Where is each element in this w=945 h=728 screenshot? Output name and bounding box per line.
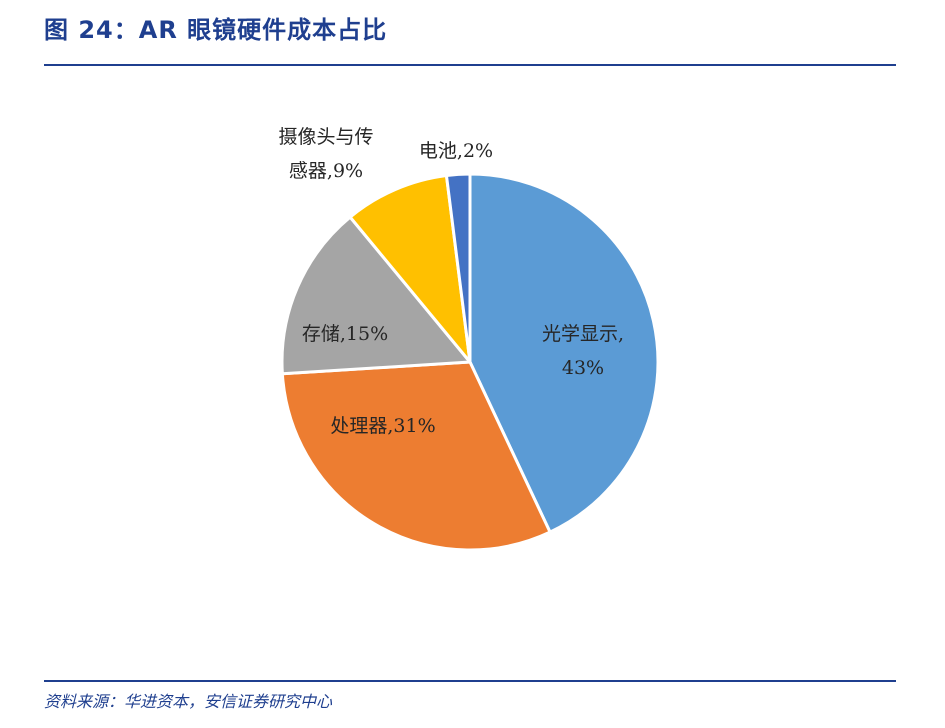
source-divider xyxy=(44,680,896,682)
pie-slice-2 xyxy=(280,360,552,552)
slice-label-3: 存储,15% xyxy=(302,323,388,345)
pie-slice-3 xyxy=(280,215,472,376)
title-divider xyxy=(44,64,896,66)
pie-slice-4 xyxy=(348,173,472,364)
slice-label-4: 摄像头与传感器,9% xyxy=(278,126,373,182)
source-note: 资料来源：华进资本，安信证券研究中心 xyxy=(44,692,333,711)
slice-label-2: 处理器,31% xyxy=(330,415,435,437)
slice-label-5: 电池,2% xyxy=(419,140,493,162)
slice-label-1: 光学显示, 43% xyxy=(542,323,624,379)
pie-slice-5 xyxy=(444,172,472,364)
chart-title: 图 24：AR 眼镜硬件成本占比 xyxy=(44,16,388,44)
pie-slice-1 xyxy=(468,172,660,534)
